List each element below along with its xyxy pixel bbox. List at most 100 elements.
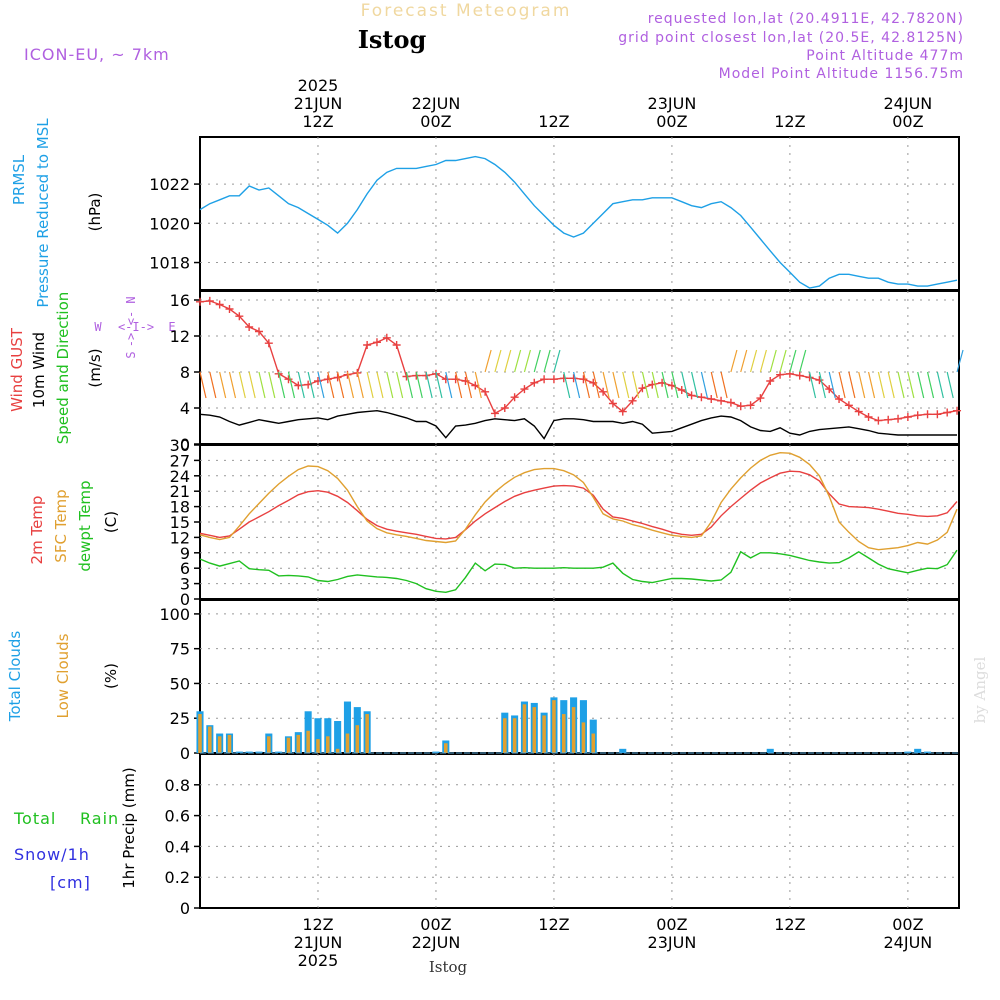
gust-marker xyxy=(540,375,549,384)
gust-marker xyxy=(913,411,922,420)
wind-direction-arrow xyxy=(799,349,807,373)
wind-direction-arrow xyxy=(553,349,561,373)
y-tick-label: 8 xyxy=(180,363,190,382)
low-cloud-bar xyxy=(267,736,271,753)
wind-direction-arrow xyxy=(494,349,502,373)
gust-marker xyxy=(697,393,706,402)
panel-frame-wind xyxy=(199,290,960,445)
low-cloud-bar xyxy=(444,743,448,753)
total-clouds-label: Total Clouds xyxy=(6,631,24,723)
y-tick-label: 27 xyxy=(170,451,190,470)
wind-direction-arrow xyxy=(917,371,925,399)
low-cloud-bar xyxy=(306,730,310,753)
gust-marker xyxy=(894,414,903,423)
low-cloud-bar xyxy=(512,718,517,753)
gust-marker xyxy=(707,395,716,403)
wind-direction-arrow xyxy=(612,371,620,399)
gust-marker xyxy=(638,384,647,393)
wind10m-label: 10m Wind xyxy=(30,332,48,408)
gust-marker xyxy=(943,408,952,417)
low-cloud-bar xyxy=(561,714,566,753)
bottom-time-tick-label: 2025 xyxy=(298,951,339,970)
compass-north: N xyxy=(124,296,138,303)
wind-direction-arrow xyxy=(690,371,699,399)
wind-direction-arrow xyxy=(582,371,591,399)
temp-unit-label: (C) xyxy=(102,511,120,533)
wind-direction-arrow xyxy=(740,349,748,373)
low-cloud-bar xyxy=(503,718,507,753)
gust-marker xyxy=(500,404,509,412)
gust-marker xyxy=(923,410,932,419)
gust-marker xyxy=(323,375,332,384)
wind-direction-arrow xyxy=(592,371,600,399)
low-cloud-bar xyxy=(217,736,222,753)
gust-marker xyxy=(196,297,204,306)
y-tick-label: 50 xyxy=(170,674,190,693)
wind-direction-arrow xyxy=(779,349,787,373)
gust-marker xyxy=(382,333,391,342)
low-cloud-bar xyxy=(296,734,301,753)
bottom-time-tick-label: 21JUN xyxy=(294,933,343,952)
wind-direction-arrow xyxy=(956,349,964,373)
wind-direction-arrow xyxy=(386,371,394,399)
series-line-sfc-temp xyxy=(199,451,958,551)
wind-direction-arrow xyxy=(396,371,404,399)
wind-direction-arrow xyxy=(828,371,836,399)
prmsl-label: PRMSL xyxy=(10,154,28,205)
gust-marker xyxy=(205,296,214,305)
y-tick-label: 75 xyxy=(170,640,190,659)
wind-direction-arrow xyxy=(838,371,846,399)
wind-direction-arrow xyxy=(730,349,738,373)
gust-marker xyxy=(441,375,450,384)
gust-marker xyxy=(953,406,962,415)
y-tick-label: 15 xyxy=(170,513,190,532)
series-line-2m-temp xyxy=(199,470,958,540)
bottom-time-tick-label: 24JUN xyxy=(883,933,932,952)
wind-direction-arrow xyxy=(818,371,826,399)
total-cloud-bar xyxy=(314,718,322,753)
wind-direction-arrow xyxy=(907,371,915,399)
temp2m-label: 2m Temp xyxy=(28,496,46,565)
gust-marker xyxy=(795,371,804,380)
wind-direction-arrow xyxy=(268,371,276,399)
wind-direction-arrow xyxy=(936,371,944,399)
wind-direction-arrow xyxy=(297,371,305,399)
top-time-tick-label: 00Z xyxy=(656,112,687,131)
wind-direction-arrow xyxy=(376,371,384,399)
wind-direction-arrow xyxy=(219,371,227,399)
precip-snow-label: Snow/1h xyxy=(14,845,90,864)
wind-direction-arrow xyxy=(858,371,866,399)
y-tick-label: 25 xyxy=(170,709,190,728)
y-tick-label: 1020 xyxy=(149,214,190,233)
wind-direction-arrow xyxy=(238,371,246,399)
wind-direction-arrow xyxy=(307,371,315,399)
compass-rose: N <- -> S W <-I-> E xyxy=(94,296,175,358)
wind-direction-arrow xyxy=(543,349,551,373)
low-cloud-bar xyxy=(522,704,527,753)
wind-direction-arrow xyxy=(523,349,532,373)
wind-direction-arrow xyxy=(641,371,650,399)
wind-direction-arrow xyxy=(337,371,345,399)
low-cloud-bar xyxy=(581,722,586,753)
gust-marker xyxy=(825,385,834,394)
wind-direction-arrow xyxy=(808,371,817,399)
wind-direction-arrow xyxy=(769,349,777,373)
bottom-time-tick-label: 00Z xyxy=(656,915,687,934)
wind-direction-arrow xyxy=(749,349,758,373)
low-cloud-bar xyxy=(365,714,369,753)
precip-total-label: Total xyxy=(13,809,56,828)
top-time-tick-label: 00Z xyxy=(420,112,451,131)
low-cloud-bar xyxy=(532,707,537,753)
wind-direction-arrow xyxy=(415,371,423,399)
bottom-time-tick-label: 12Z xyxy=(302,915,333,934)
low-cloud-bar xyxy=(286,737,291,753)
y-tick-label: 18 xyxy=(170,498,190,517)
panel-frame-precip xyxy=(199,753,960,909)
point-altitude: Point Altitude 477m xyxy=(806,48,964,64)
y-tick-label: 21 xyxy=(170,482,190,501)
gust-marker xyxy=(363,341,372,349)
wind-direction-arrow xyxy=(897,371,905,399)
gust-marker xyxy=(264,339,273,348)
y-tick-label: 9 xyxy=(180,544,190,563)
